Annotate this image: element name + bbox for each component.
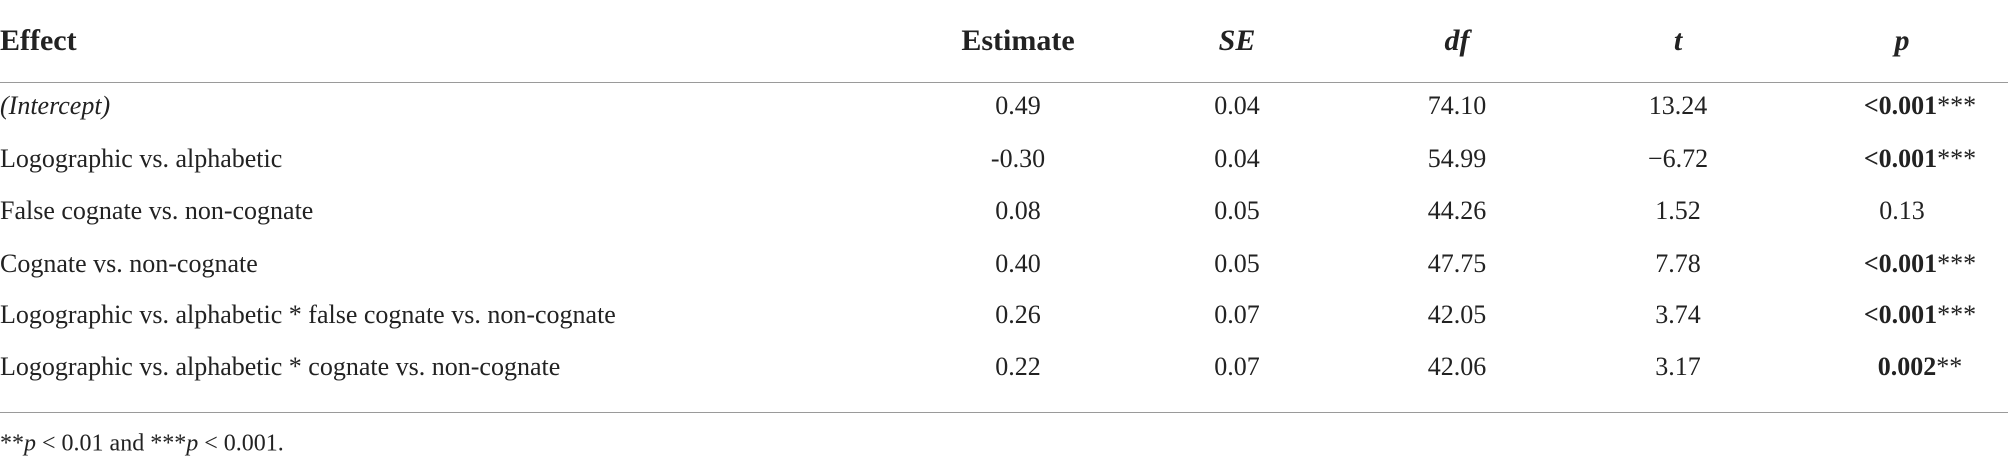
p-value: 0.13 <box>1879 196 1925 225</box>
se-cell: 0.07 <box>1214 300 1260 329</box>
footnote: **p < 0.01 and ***p < 0.001. <box>0 431 284 458</box>
se-cell: 0.05 <box>1214 249 1260 278</box>
se-cell: 0.04 <box>1214 91 1260 120</box>
df-cell: 54.99 <box>1427 144 1487 173</box>
estimate-cell: 0.40 <box>995 249 1041 278</box>
header-cell: SE <box>1218 24 1256 57</box>
estimate-cell: -0.30 <box>990 144 1046 173</box>
p-value: <0.001 <box>1863 249 1938 278</box>
p-cell: 0.13 <box>1879 196 1925 226</box>
bottom-rule <box>0 412 2008 413</box>
footnote-text: < 0.01 and *** <box>36 430 187 457</box>
header-cell: Effect <box>0 24 77 57</box>
df-cell: 42.06 <box>1427 352 1487 381</box>
p-cell: 0.002** <box>1878 352 1963 382</box>
significance: *** <box>1937 144 1977 173</box>
significance: ** <box>1936 352 1963 381</box>
t-cell: 3.74 <box>1655 300 1701 329</box>
footnote-text: p <box>186 430 199 457</box>
df-cell: 44.26 <box>1427 196 1487 225</box>
df-cell: 42.05 <box>1427 300 1487 329</box>
p-cell: <0.001*** <box>1864 144 1976 174</box>
header-cell: df <box>1444 24 1470 57</box>
se-cell: 0.07 <box>1214 352 1260 381</box>
estimate-cell: 0.26 <box>995 300 1041 329</box>
header-rule <box>0 82 2008 83</box>
estimate-cell: 0.49 <box>995 91 1041 120</box>
p-cell: <0.001*** <box>1864 300 1976 330</box>
effect-cell: Logographic vs. alphabetic * false cogna… <box>0 300 616 329</box>
se-cell: 0.05 <box>1214 196 1260 225</box>
estimate-cell: 0.22 <box>995 352 1041 381</box>
significance: *** <box>1937 91 1977 120</box>
t-cell: 1.52 <box>1655 196 1701 225</box>
df-cell: 47.75 <box>1427 249 1487 278</box>
p-value: <0.001 <box>1863 144 1938 173</box>
t-cell: 3.17 <box>1655 352 1701 381</box>
p-value: <0.001 <box>1863 91 1938 120</box>
se-cell: 0.04 <box>1214 144 1260 173</box>
effect-cell: False cognate vs. non-cognate <box>0 196 314 225</box>
t-cell: 7.78 <box>1655 249 1701 278</box>
t-cell: −6.72 <box>1647 144 1709 173</box>
p-cell: <0.001*** <box>1864 249 1976 279</box>
p-value: 0.002 <box>1877 352 1937 381</box>
footnote-text: < 0.001. <box>198 430 284 457</box>
header-cell: Estimate <box>961 24 1075 57</box>
significance: *** <box>1937 300 1977 329</box>
footnote-text: p <box>24 430 36 457</box>
effect-cell: Logographic vs. alphabetic <box>0 144 283 173</box>
t-cell: 13.24 <box>1648 91 1708 120</box>
effect-cell: (Intercept) <box>0 91 111 120</box>
effect-cell: Cognate vs. non-cognate <box>0 249 258 278</box>
p-value: <0.001 <box>1863 300 1938 329</box>
footnote-text: ** <box>0 430 24 457</box>
p-cell: <0.001*** <box>1864 91 1976 121</box>
df-cell: 74.10 <box>1427 91 1487 120</box>
header-cell: p <box>1894 24 1910 57</box>
header-cell: t <box>1673 24 1683 57</box>
estimate-cell: 0.08 <box>995 196 1041 225</box>
effect-cell: Logographic vs. alphabetic * cognate vs.… <box>0 352 561 381</box>
significance: *** <box>1937 249 1977 278</box>
